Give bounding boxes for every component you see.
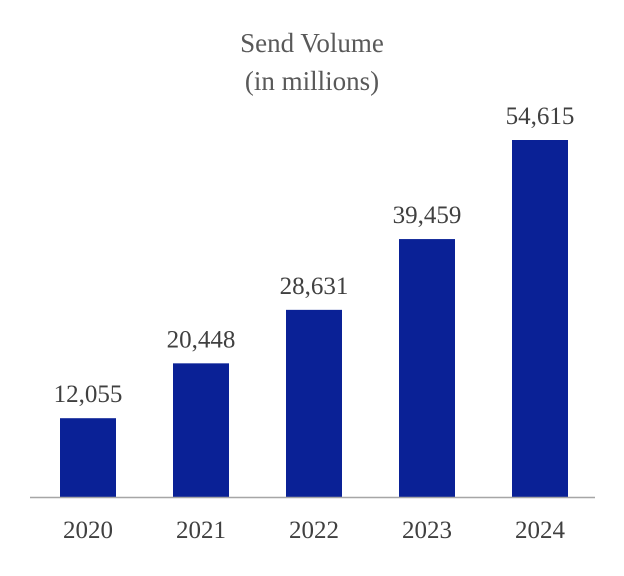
x-tick-label-2024: 2024 [515,517,566,544]
chart-subtitle: (in millions) [245,66,379,96]
bar-2022 [286,309,342,497]
x-tick-labels-group: 2020 2021 2022 2023 2024 [63,517,566,544]
value-labels-group: 12,055 20,448 28,631 39,459 54,615 [54,103,575,408]
value-label-2020: 12,055 [54,381,123,408]
x-tick-label-2021: 2021 [176,517,226,544]
bar-2020 [60,418,116,497]
bar-2024 [512,140,568,497]
value-label-2021: 20,448 [167,326,236,353]
bar-2021 [173,363,229,497]
value-label-2024: 54,615 [506,103,575,130]
bar-2023 [399,239,455,497]
value-label-2022: 28,631 [280,273,349,300]
x-tick-label-2020: 2020 [63,517,113,544]
x-tick-label-2022: 2022 [289,517,339,544]
bars-group [60,140,568,497]
chart-title: Send Volume [240,28,384,58]
value-label-2023: 39,459 [393,202,462,229]
x-tick-label-2023: 2023 [402,517,452,544]
